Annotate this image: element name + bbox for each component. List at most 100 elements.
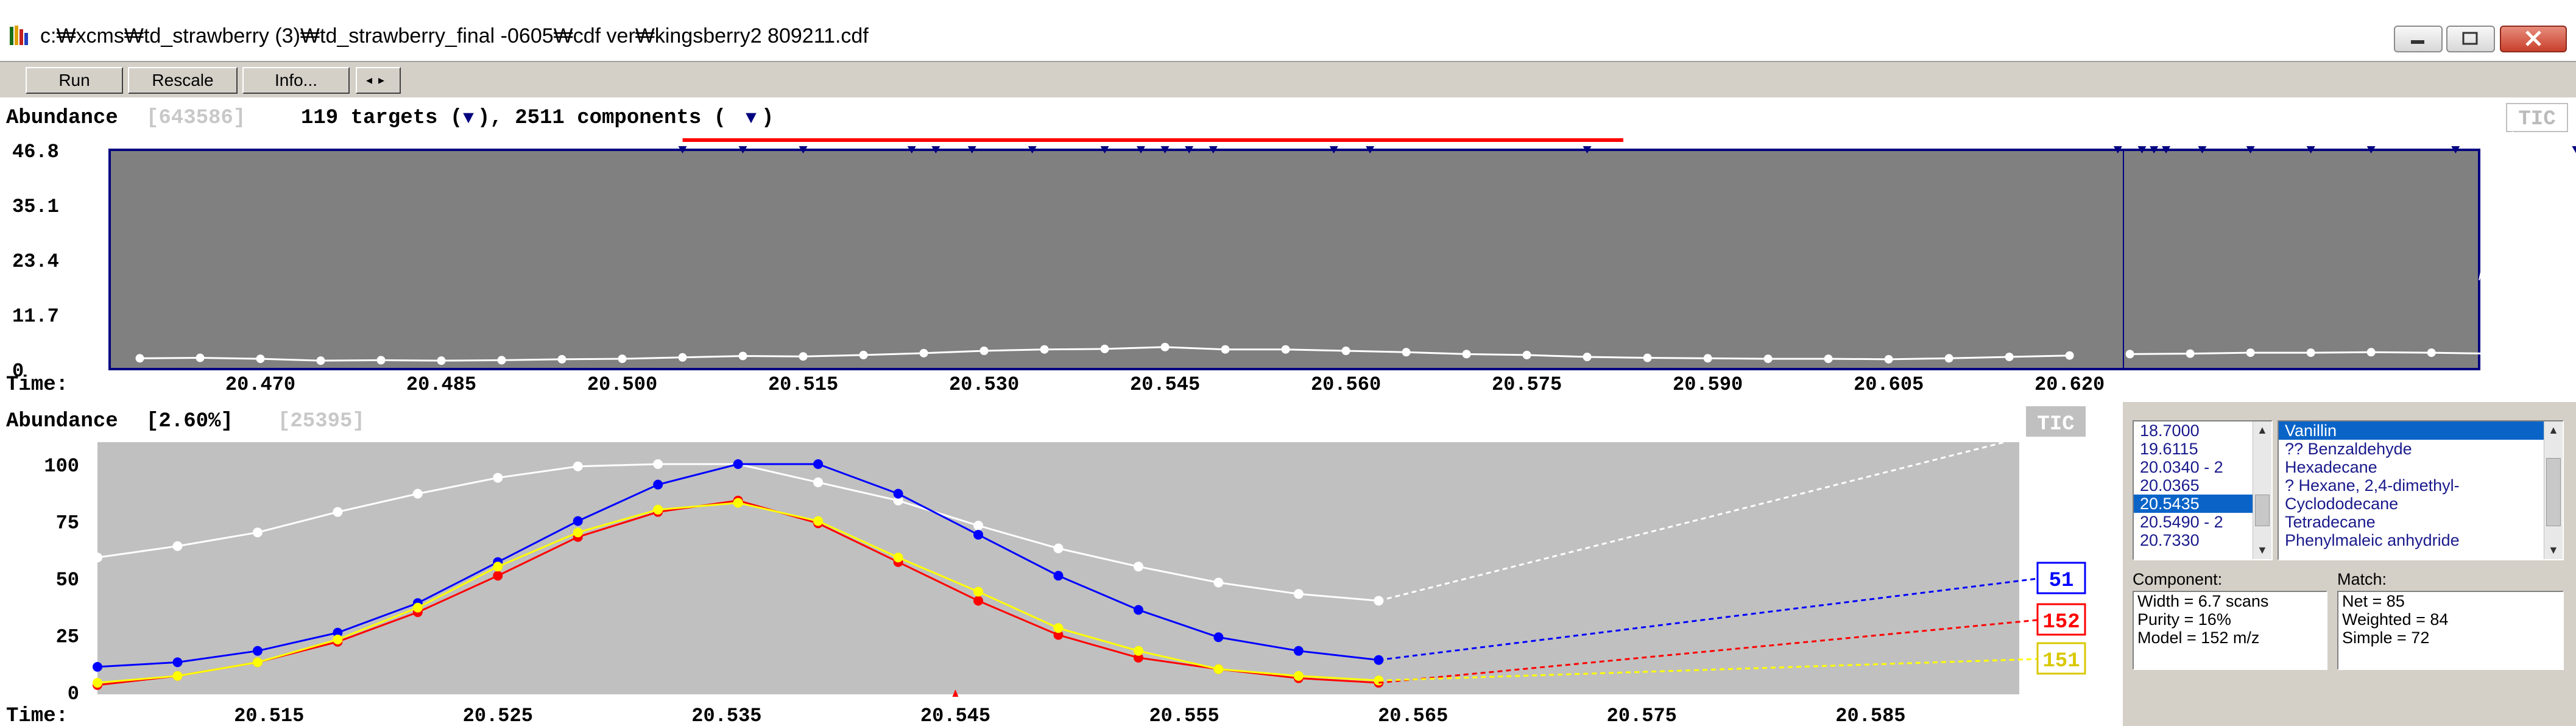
top-x-tick-label: 20.500 [587, 373, 657, 396]
tic-point [1583, 353, 1592, 361]
target-marker [2572, 146, 2576, 153]
chart-canvas: Abundance [643586] 119 targets ( ▼ ), 25… [6, 107, 2123, 726]
target-marker [931, 146, 940, 153]
hits-scrollbar[interactable]: ▲ ▼ [2544, 421, 2563, 559]
top-x-tick-label: 20.530 [949, 373, 1019, 396]
tic-point [738, 351, 747, 361]
maximize-button[interactable] [2446, 26, 2495, 52]
time-list-item[interactable]: 19.6115 [2140, 440, 2198, 458]
scroll-up-icon[interactable]: ▲ [2548, 424, 2559, 436]
series-point-151 [172, 671, 183, 681]
details-panel: 18.7000 19.6115 20.0340 - 2 20.0365 20.5435 2… [2123, 402, 2576, 726]
target-marker [2306, 146, 2315, 153]
series-point-TIC [172, 541, 183, 551]
hit-list-item[interactable]: Tetradecane [2285, 513, 2376, 531]
time-list-item[interactable]: 20.7330 [2140, 531, 2200, 549]
top-x-tick-label: 20.560 [1311, 373, 1381, 396]
bottom-x-tick-label: 20.545 [920, 705, 990, 726]
scroll-thumb[interactable] [2546, 458, 2561, 526]
series-point-151 [1213, 664, 1224, 674]
bottom-y-axis: 100 75 50 25 0 [44, 455, 79, 705]
times-scrollbar[interactable]: ▲ ▼ [2253, 421, 2271, 559]
tic-point [799, 352, 808, 361]
series-point-152 [973, 596, 984, 606]
tic-point [1884, 354, 1893, 364]
hit-list-item[interactable]: Cyclododecane [2285, 495, 2399, 513]
hit-list-item[interactable]: ? Hexane, 2,4-dimethyl- [2285, 476, 2460, 495]
hit-list-item[interactable]: Vanillin [2279, 421, 2563, 440]
target-marker [1366, 146, 1375, 153]
targets-toggle-icon[interactable]: ▼ [463, 108, 474, 129]
series-point-151 [653, 504, 663, 515]
minimize-button[interactable] [2394, 26, 2443, 52]
top-y-tick-label: 46.8 [12, 141, 59, 163]
series-point-151 [1293, 671, 1304, 681]
target-marker [2366, 146, 2376, 153]
scroll-up-icon[interactable]: ▲ [2257, 424, 2268, 436]
target-marker [1028, 146, 1037, 153]
target-marker [1329, 146, 1338, 153]
time-list-item[interactable]: 20.5490 - 2 [2140, 513, 2223, 531]
run-button[interactable]: Run [26, 67, 123, 94]
series-point-152 [1053, 630, 1064, 640]
bottom-plot-area[interactable] [97, 442, 2019, 694]
top-tic-series [135, 342, 2074, 365]
tic-point [2246, 348, 2255, 358]
target-marker [1185, 146, 1194, 153]
component-model: Model = 152 m/z [2137, 629, 2260, 647]
series-point-151 [1053, 623, 1064, 633]
target-marker [2451, 146, 2460, 153]
hit-list-item[interactable]: ?? Benzaldehyde [2285, 440, 2412, 458]
series-point-51 [1293, 646, 1304, 656]
target-marker [799, 146, 808, 153]
ion-tag-box [2036, 603, 2086, 636]
target-marker [907, 146, 916, 153]
app-icon [9, 24, 33, 49]
component-info-box: Width = 6.7 scans Purity = 16% Model = 1… [2133, 591, 2327, 670]
tic-point [1040, 345, 1049, 354]
time-list-item[interactable]: 20.5435 [2134, 495, 2271, 513]
tic-point [1100, 344, 1109, 353]
top-x-tick-label: 20.545 [1130, 373, 1200, 396]
series-point-151 [1133, 646, 1143, 656]
series-point-51 [1213, 632, 1224, 643]
scroll-arrows-button[interactable]: ◂▸ [356, 67, 401, 94]
time-list-item[interactable]: 20.0365 [2140, 476, 2200, 495]
times-listbox[interactable]: 18.7000 19.6115 20.0340 - 2 20.0365 20.5435 2… [2133, 420, 2273, 560]
target-marker [967, 146, 976, 153]
bottom-x-tick-label: 20.565 [1378, 705, 1448, 726]
top-abundance-label: Abundance [6, 107, 118, 130]
bottom-abundance-percent: [2.60%] [146, 410, 233, 433]
series-point-151 [733, 498, 743, 508]
info-button[interactable]: Info... [242, 67, 350, 94]
target-marker [2113, 146, 2122, 153]
series-point-TIC [973, 520, 984, 530]
tic-point [1522, 350, 1531, 359]
bottom-ion-series [93, 459, 1384, 690]
scroll-down-icon[interactable]: ▼ [2548, 544, 2559, 556]
series-point-TIC [1213, 577, 1224, 588]
ion-tag-box [2036, 562, 2086, 594]
scroll-down-icon[interactable]: ▼ [2257, 544, 2268, 556]
time-list-item[interactable]: 18.7000 [2140, 421, 2200, 440]
hit-list-item[interactable]: Hexadecane [2285, 458, 2377, 476]
time-list-item[interactable]: 20.0340 - 2 [2140, 458, 2223, 476]
target-marker [1136, 146, 1145, 153]
top-targets-text: 119 targets ( [301, 107, 462, 130]
target-marker [2162, 146, 2171, 153]
rescale-button[interactable]: Rescale [128, 67, 238, 94]
top-x-tick-label: 20.515 [768, 373, 838, 396]
scroll-thumb[interactable] [2255, 495, 2270, 526]
series-point-152 [1133, 652, 1143, 663]
target-marker [678, 146, 687, 153]
components-toggle-icon[interactable]: ▼ [746, 108, 757, 129]
series-point-151 [493, 562, 503, 572]
hit-list-item[interactable]: Phenylmaleic anhydride [2285, 531, 2460, 549]
ion-tag-label: 151 [2042, 650, 2080, 673]
bottom-x-tick-label: 20.585 [1835, 705, 1905, 726]
tic-point [1221, 345, 1230, 354]
bottom-x-tick-label: 20.515 [234, 705, 304, 726]
hits-listbox[interactable]: Vanillin?? Benzaldehyde Hexadecane? Hexan… [2278, 420, 2564, 560]
close-button[interactable] [2500, 26, 2567, 52]
top-plot-area[interactable] [108, 149, 2123, 370]
